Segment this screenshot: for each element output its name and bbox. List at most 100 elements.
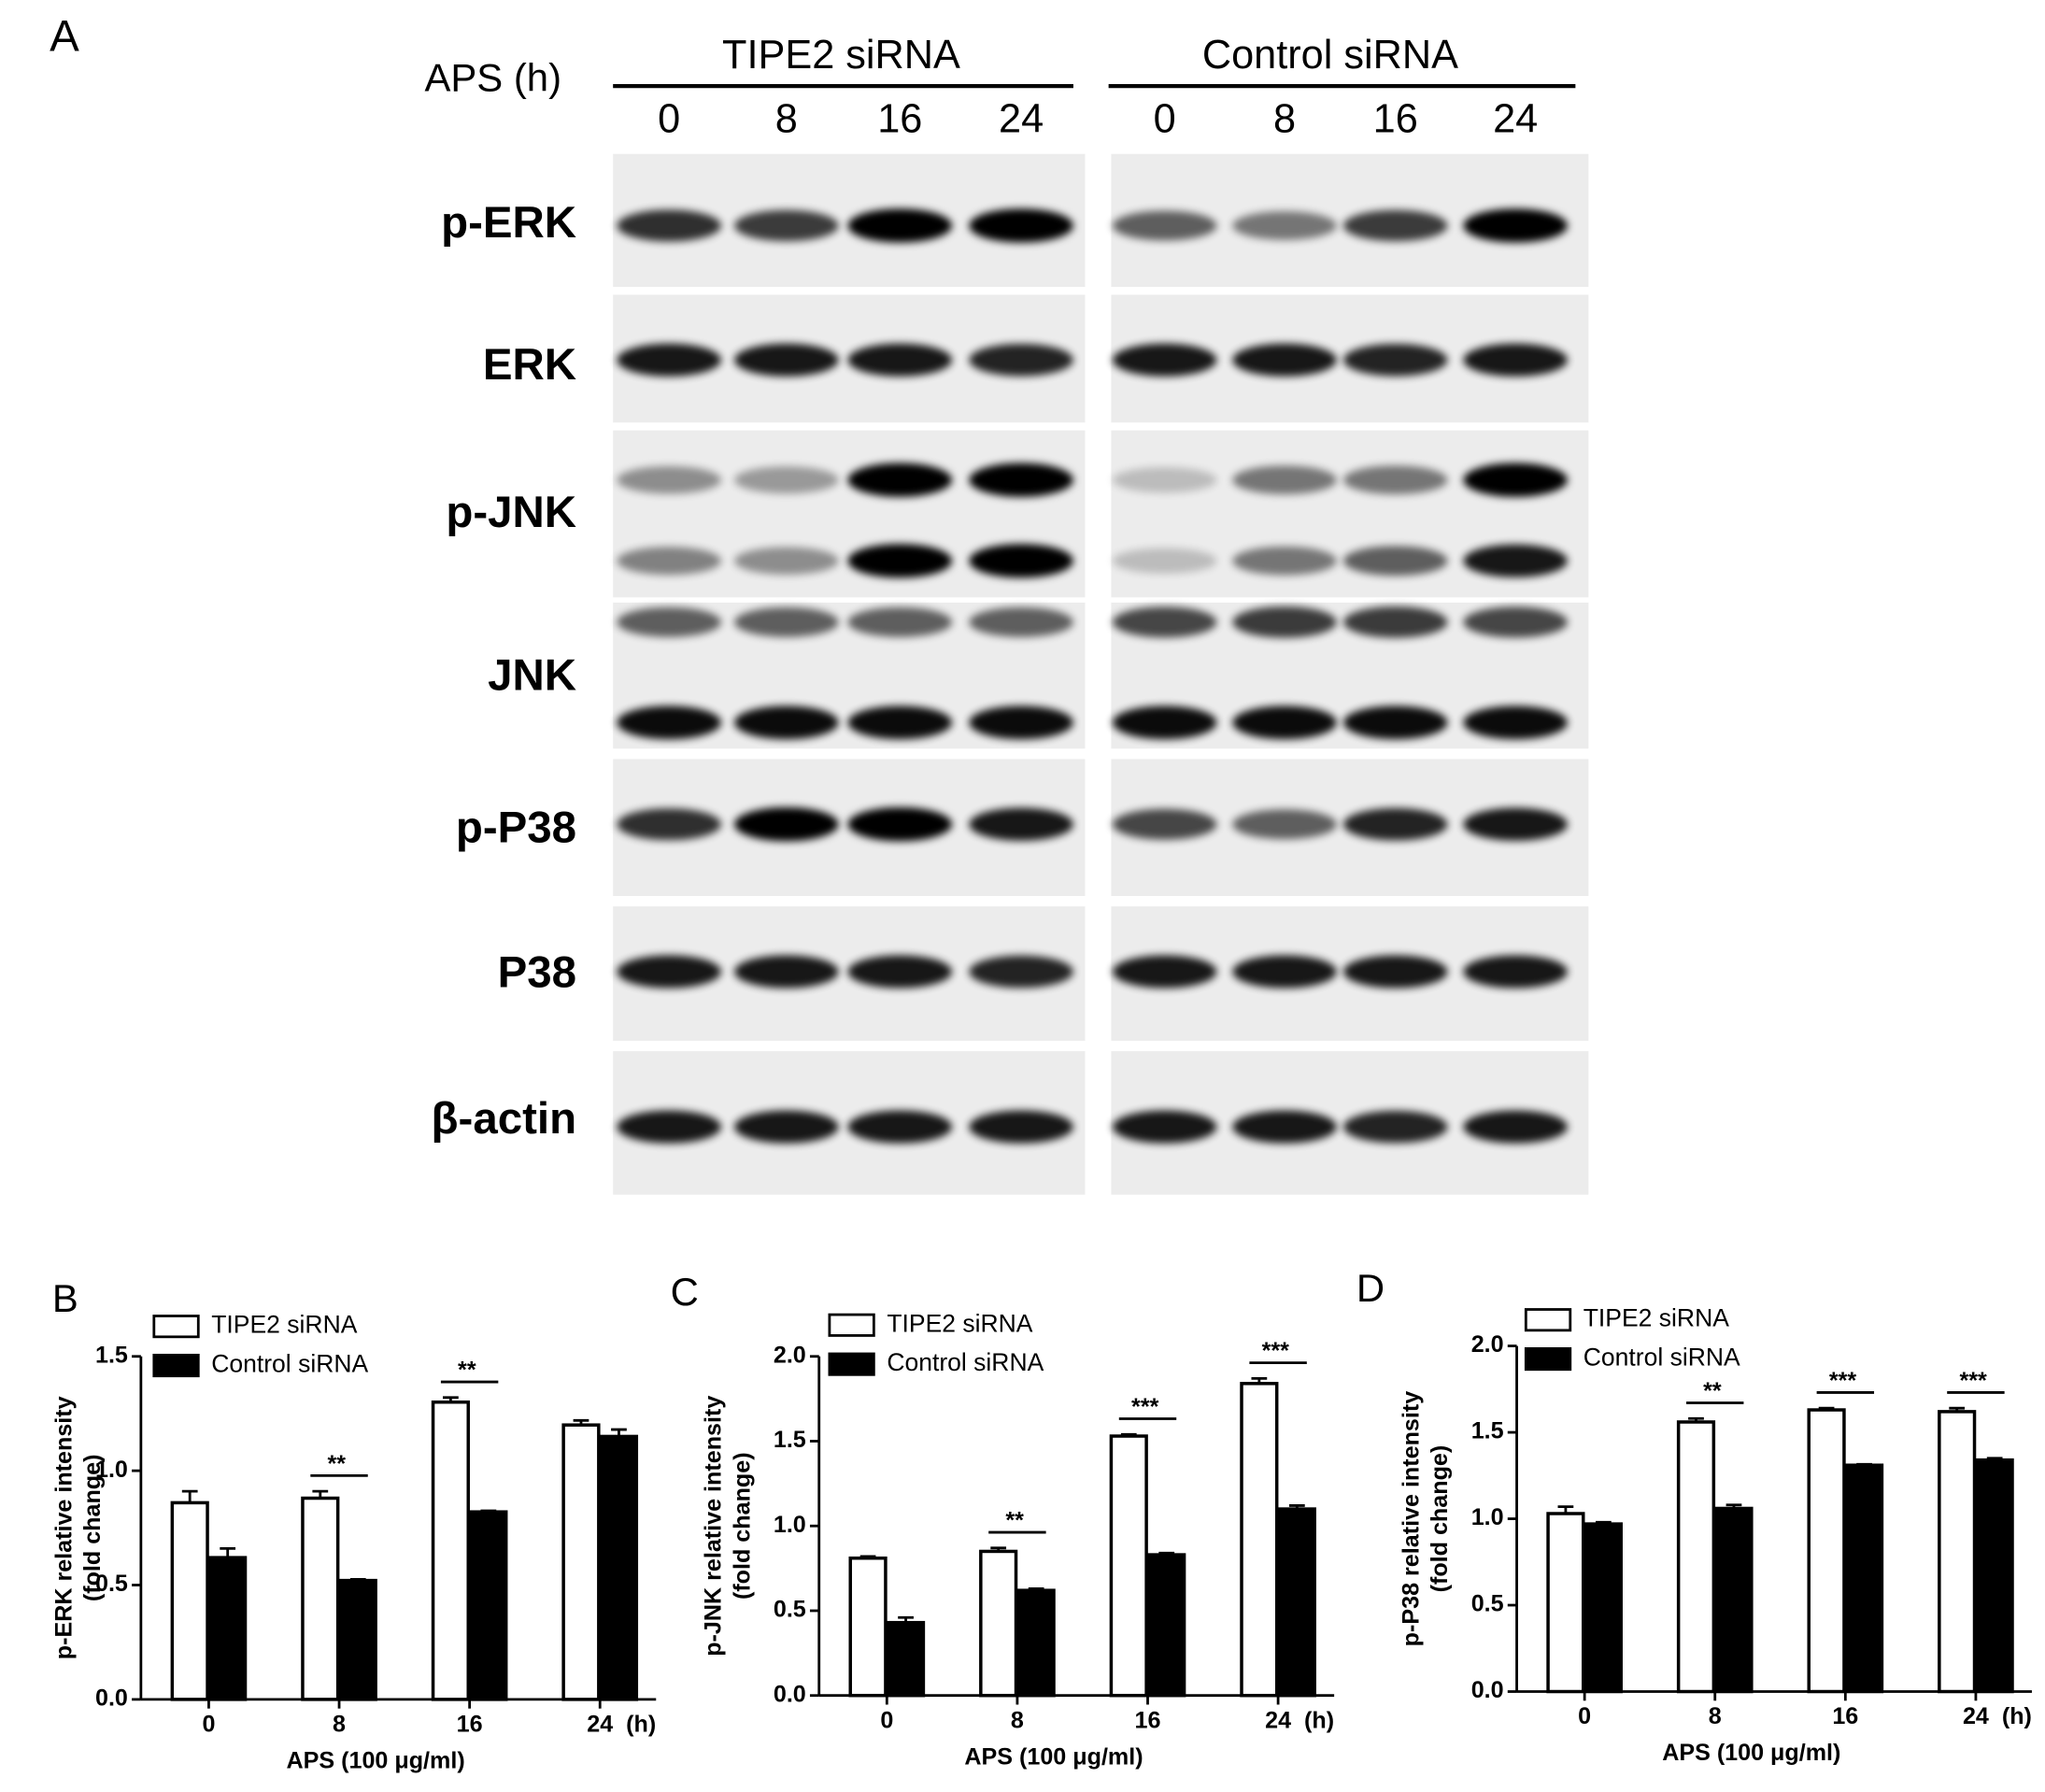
bar xyxy=(1109,1434,1148,1698)
bar xyxy=(1676,1420,1716,1694)
timepoint-label: 24 xyxy=(1493,96,1538,141)
bar xyxy=(338,1578,377,1701)
blot-band xyxy=(617,606,722,637)
y-tick-label: 0.0 xyxy=(95,1685,128,1712)
legend-swatch xyxy=(152,1315,200,1339)
blot-band xyxy=(969,955,1073,988)
x-tick-label: 16 xyxy=(457,1711,483,1737)
blot-band xyxy=(969,606,1073,637)
blot-band xyxy=(847,544,953,578)
y-tick-label: 2.0 xyxy=(774,1342,806,1368)
blot-band xyxy=(1232,465,1337,495)
x-tick-label: 16 xyxy=(1832,1703,1858,1729)
blot-band xyxy=(1342,606,1448,638)
y-tick-label: 1.0 xyxy=(774,1512,806,1538)
blot-band xyxy=(734,209,839,242)
timepoint-label: 24 xyxy=(999,96,1044,141)
x-unit: (h) xyxy=(1304,1707,1334,1733)
y-tick-label: 0.0 xyxy=(1471,1677,1504,1703)
blot-band xyxy=(1112,1110,1217,1144)
timepoint-label: 0 xyxy=(1154,96,1176,141)
y-tick-label: 1.5 xyxy=(95,1342,128,1368)
timepoint-label: 16 xyxy=(1373,96,1418,141)
x-tick-label: 8 xyxy=(1709,1703,1722,1729)
blot-band xyxy=(1232,955,1337,988)
blot-band xyxy=(1342,1110,1448,1144)
blot-band xyxy=(617,955,722,988)
bar xyxy=(848,1556,888,1698)
blot-band xyxy=(734,705,839,740)
x-tick-label: 0 xyxy=(880,1707,893,1733)
bar xyxy=(170,1500,209,1701)
timepoint-label: 16 xyxy=(877,96,922,141)
bar xyxy=(1277,1507,1316,1698)
blot-band xyxy=(1463,705,1568,740)
timepoint-label: 0 xyxy=(658,96,680,141)
x-tick-label: 16 xyxy=(1135,1707,1161,1733)
blot-band xyxy=(847,1110,953,1144)
legend-swatch xyxy=(152,1353,200,1378)
legend-label: TIPE2 siRNA xyxy=(887,1309,1032,1337)
x-axis-label: APS (100 μg/ml) xyxy=(287,1748,465,1774)
y-axis-label: p-ERK relative intensity xyxy=(51,1396,78,1659)
bar xyxy=(886,1620,926,1698)
blot-band xyxy=(1112,210,1217,241)
blot-band xyxy=(1463,208,1568,243)
blot-band xyxy=(1112,808,1217,840)
blot-band xyxy=(847,705,953,740)
y-tick-label: 0.5 xyxy=(774,1597,806,1623)
blot-band xyxy=(734,466,839,494)
blot-band xyxy=(1463,807,1568,841)
y-tick-label: 1.0 xyxy=(95,1457,128,1483)
panel-label: B xyxy=(52,1276,78,1320)
blot-band xyxy=(969,807,1073,841)
blot-band xyxy=(969,1110,1073,1144)
blot-band xyxy=(617,343,722,377)
blot-band xyxy=(969,462,1073,497)
bar xyxy=(301,1496,340,1701)
significance-label: *** xyxy=(1829,1368,1857,1394)
bar xyxy=(1938,1410,1977,1694)
blot-band xyxy=(734,547,839,576)
x-tick-label: 0 xyxy=(1578,1703,1591,1729)
bar xyxy=(1546,1512,1585,1694)
bar xyxy=(469,1510,508,1701)
blot-band xyxy=(1463,1110,1568,1144)
row-label: JNK xyxy=(488,650,576,700)
blot-band xyxy=(1463,462,1568,497)
y-axis-label: p-JNK relative intensity xyxy=(701,1396,727,1657)
blot-band xyxy=(734,955,839,988)
blot-band xyxy=(847,606,953,637)
blot-band xyxy=(1112,955,1217,988)
x-axis-label: APS (100 μg/ml) xyxy=(964,1743,1143,1770)
blot-band xyxy=(969,208,1073,243)
y-axis-label: p-P38 relative intensity xyxy=(1399,1391,1425,1647)
y-tick-label: 0.0 xyxy=(774,1681,806,1707)
legend-swatch xyxy=(1524,1346,1572,1372)
legend-swatch xyxy=(828,1352,875,1376)
significance-label: *** xyxy=(1959,1368,1987,1394)
bar xyxy=(599,1434,639,1701)
blot-band xyxy=(847,208,953,243)
row-label: β-actin xyxy=(432,1094,577,1144)
row-label: p-ERK xyxy=(441,198,576,248)
blot-band xyxy=(847,955,953,988)
blot-band xyxy=(1112,343,1217,377)
blot-band xyxy=(617,808,722,841)
blot-band xyxy=(1232,211,1337,240)
legend-label: TIPE2 siRNA xyxy=(211,1311,357,1339)
bar xyxy=(1714,1506,1754,1694)
blot-band xyxy=(969,343,1073,377)
blot-band xyxy=(847,462,953,497)
y-tick-label: 1.0 xyxy=(1471,1504,1504,1530)
x-tick-label: 24 xyxy=(1265,1707,1291,1733)
bar xyxy=(979,1549,1018,1698)
legend-label: Control siRNA xyxy=(887,1348,1044,1376)
blot-band xyxy=(1342,955,1448,988)
blot-band xyxy=(617,547,722,576)
blot-band xyxy=(1342,705,1448,740)
blot-band xyxy=(1112,606,1217,638)
blot-band xyxy=(1463,544,1568,577)
blot-band xyxy=(1232,606,1337,638)
y-axis-label: (fold change) xyxy=(1427,1445,1453,1593)
